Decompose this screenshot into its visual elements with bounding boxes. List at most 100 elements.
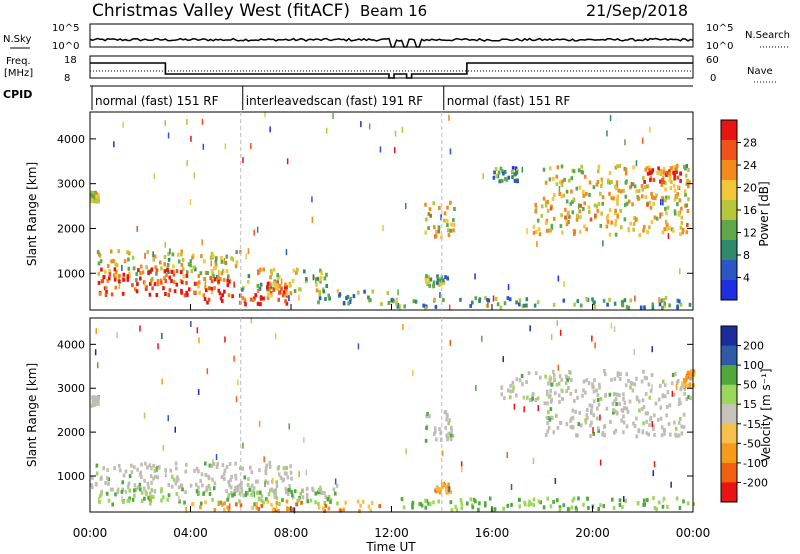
- data-cell: [241, 466, 245, 471]
- data-cell: [204, 270, 208, 275]
- data-cell: [447, 233, 451, 238]
- data-cell: [538, 232, 542, 237]
- data-cell: [235, 396, 238, 403]
- data-cell: [288, 484, 291, 488]
- data-cell: [662, 298, 665, 302]
- data-cell: [183, 500, 186, 505]
- data-cell: [629, 385, 632, 390]
- data-cell: [319, 268, 322, 273]
- data-cell: [589, 423, 592, 428]
- data-cell: [629, 185, 632, 190]
- data-cell: [131, 283, 134, 288]
- data-cell: [251, 483, 254, 488]
- data-cell: [262, 267, 265, 272]
- data-cell: [590, 420, 593, 425]
- data-cell: [211, 271, 214, 276]
- data-cell: [126, 250, 129, 255]
- data-cell: [429, 501, 432, 506]
- data-cell: [96, 196, 100, 201]
- data-cell: [564, 215, 567, 220]
- data-cell: [349, 296, 352, 301]
- data-cell: [220, 475, 224, 479]
- data-cell: [437, 229, 441, 234]
- data-cell: [673, 188, 677, 193]
- data-cell: [275, 480, 278, 485]
- data-cell: [516, 179, 519, 184]
- data-cell: [180, 288, 183, 293]
- data-cell: [127, 481, 131, 486]
- data-cell: [217, 279, 220, 284]
- data-cell: [107, 481, 110, 486]
- data-cell: [658, 297, 660, 303]
- data-cell: [140, 490, 144, 495]
- data-cell: [177, 252, 180, 257]
- data-cell: [549, 393, 552, 398]
- data-cell: [427, 501, 430, 506]
- data-cell: [549, 388, 552, 393]
- data-cell: [320, 271, 323, 275]
- data-cell: [526, 228, 528, 235]
- data-cell: [361, 499, 365, 504]
- data-cell: [98, 499, 101, 504]
- data-cell: [556, 498, 559, 503]
- data-cell: [440, 275, 444, 280]
- data-cell: [623, 202, 627, 207]
- data-cell: [231, 257, 235, 262]
- data-cell: [675, 195, 679, 200]
- data-cell: [592, 185, 596, 190]
- data-cell: [275, 484, 279, 489]
- data-cell: [672, 228, 675, 233]
- data-cell: [594, 342, 596, 349]
- data-cell: [242, 157, 244, 164]
- data-cell: [573, 232, 576, 237]
- data-cell: [566, 212, 570, 217]
- data-cell: [258, 286, 262, 291]
- data-cell: [139, 487, 142, 492]
- data-cell: [194, 267, 197, 272]
- data-cell: [443, 218, 446, 223]
- x-tick-label: 16:00: [475, 526, 510, 540]
- data-cell: [557, 275, 560, 282]
- data-cell: [196, 327, 199, 334]
- data-cell: [152, 251, 154, 258]
- data-cell: [99, 259, 103, 264]
- data-cell: [329, 497, 333, 502]
- data-cell: [217, 288, 221, 293]
- data-cell: [95, 482, 98, 486]
- data-cell: [171, 252, 175, 257]
- data-cell: [210, 269, 214, 274]
- data-cell: [210, 260, 212, 267]
- data-cell: [244, 302, 247, 307]
- data-cell: [685, 164, 689, 169]
- data-cell: [143, 496, 146, 501]
- data-cell: [100, 475, 103, 480]
- data-cell: [118, 463, 121, 468]
- data-cell: [146, 481, 150, 486]
- data-cell: [135, 278, 138, 283]
- data-cell: [174, 426, 176, 433]
- data-cell: [655, 216, 659, 221]
- data-cell: [646, 184, 649, 189]
- data-cell: [121, 496, 123, 503]
- data-cell: [105, 290, 108, 294]
- data-cell: [434, 488, 437, 493]
- data-cell: [98, 497, 100, 503]
- data-cell: [174, 481, 178, 486]
- data-cell: [172, 280, 176, 285]
- data-cell: [265, 463, 268, 468]
- data-cell: [657, 397, 661, 402]
- data-cell: [145, 265, 148, 270]
- data-cell: [305, 279, 308, 284]
- data-cell: [157, 343, 159, 350]
- data-cell: [606, 219, 610, 224]
- data-cell: [303, 436, 305, 443]
- data-cell: [290, 476, 293, 481]
- data-cell: [258, 420, 261, 427]
- data-cell: [311, 196, 313, 203]
- data-cell: [299, 287, 302, 292]
- data-cell: [322, 289, 326, 294]
- data-cell: [213, 481, 217, 486]
- data-cell: [251, 489, 254, 494]
- data-cell: [648, 200, 652, 205]
- data-cell: [666, 504, 669, 509]
